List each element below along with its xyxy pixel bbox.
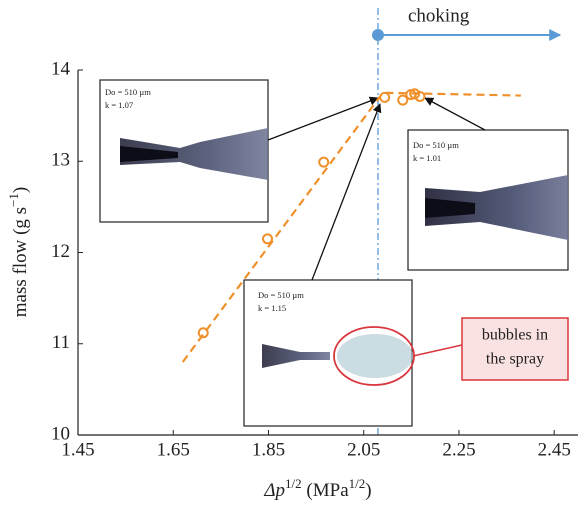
pointer-arrow: [424, 97, 486, 131]
inset-label: k = 1.07: [105, 100, 133, 110]
inset-image: Do = 510 µm k = 1.15: [243, 279, 413, 427]
x-axis-label: Δp1/2 (MPa1/2): [263, 476, 371, 501]
x-tick-label: 2.05: [347, 439, 380, 460]
y-tick-label: 13: [51, 150, 70, 171]
annotation-text: bubbles in: [482, 327, 548, 344]
pointer-arrow: [311, 103, 382, 281]
inset-label: Do = 510 µm: [105, 87, 151, 97]
data-point: [409, 88, 421, 100]
x-tick-label: 2.25: [442, 439, 475, 460]
inset-label: Do = 510 µm: [258, 290, 304, 300]
y-tick-label: 10: [51, 423, 70, 444]
x-tick-label: 2.45: [538, 439, 571, 460]
annotation-box: [461, 317, 569, 381]
connector: [412, 344, 463, 357]
x-tick-label: 1.45: [61, 439, 94, 460]
inset-label: Do = 510 µm: [413, 140, 459, 150]
inset-label: k = 1.15: [258, 303, 286, 313]
y-tick-label: 14: [51, 58, 71, 79]
data-point: [197, 327, 209, 339]
choking-label: choking: [408, 5, 470, 26]
data-point: [318, 156, 330, 168]
x-tick-label: 1.85: [252, 439, 285, 460]
data-point: [379, 91, 391, 103]
x-tick-label: 1.65: [157, 439, 190, 460]
inset-image: Do = 510 µm k = 1.01: [407, 129, 569, 271]
data-point: [397, 94, 409, 106]
y-axis-label: mass flow (g s−1): [6, 187, 31, 317]
pointer-arrow: [267, 96, 379, 141]
y-tick-label: 12: [51, 241, 70, 262]
annotation-text: the spray: [486, 351, 544, 368]
inset-label: k = 1.01: [413, 153, 441, 163]
data-point: [414, 90, 426, 102]
inset-image: Do = 510 µm k = 1.07: [99, 79, 269, 223]
y-tick-label: 11: [52, 332, 70, 353]
trend-line: [181, 91, 521, 363]
data-point: [262, 233, 274, 245]
